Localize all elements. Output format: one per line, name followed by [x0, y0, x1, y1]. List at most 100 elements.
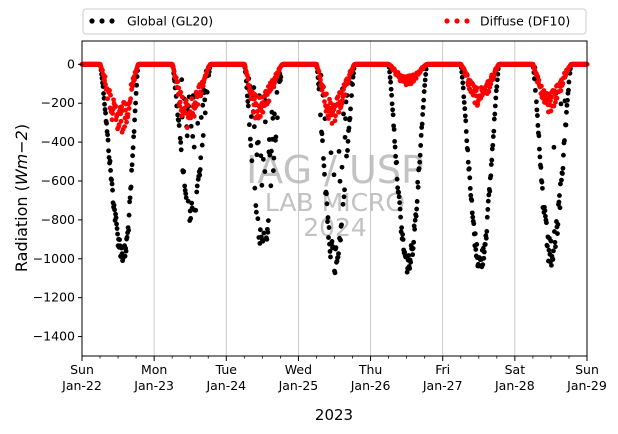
legend-marker-diffuse [444, 18, 470, 24]
data-point [474, 242, 480, 247]
data-point [345, 80, 351, 86]
data-point [202, 97, 208, 103]
data-point [348, 106, 353, 112]
data-point [388, 86, 394, 92]
watermark: IAG / USP LAB MICRO 2024 [246, 148, 424, 242]
data-point [345, 148, 350, 153]
data-point [204, 89, 210, 95]
data-point [265, 229, 271, 235]
data-point [102, 107, 108, 112]
data-point [482, 242, 488, 247]
data-point [178, 140, 184, 145]
data-point [325, 219, 330, 225]
data-point [494, 84, 500, 90]
data-point [257, 227, 263, 233]
data-point [255, 139, 261, 145]
data-point [123, 248, 129, 254]
data-point [200, 133, 206, 138]
data-point [421, 89, 427, 94]
data-point [413, 75, 419, 81]
y-tick-label: −200 [41, 95, 75, 110]
data-point [260, 238, 266, 244]
data-point [488, 162, 494, 167]
data-point [340, 97, 345, 103]
data-point [254, 152, 260, 158]
data-point [397, 206, 403, 212]
data-point [198, 90, 204, 96]
x-tick-day-label: Mon [141, 362, 167, 377]
data-point [546, 247, 552, 253]
data-point [178, 147, 184, 153]
data-point [467, 186, 473, 191]
data-point [329, 239, 335, 244]
data-point [418, 143, 424, 148]
data-point [184, 125, 190, 131]
data-point [487, 188, 493, 194]
data-point [346, 125, 352, 131]
data-point [539, 179, 545, 185]
data-point [336, 149, 342, 154]
data-point [539, 83, 544, 89]
data-point [491, 128, 497, 134]
data-point [326, 116, 331, 121]
data-point [475, 101, 481, 107]
data-point [264, 236, 270, 242]
data-point [339, 222, 344, 228]
data-point [416, 166, 422, 172]
data-point [128, 184, 134, 190]
data-point [183, 98, 189, 104]
data-point [392, 144, 398, 150]
data-point [394, 176, 400, 182]
x-tick-day-label: Tue [215, 362, 238, 377]
data-point [493, 95, 499, 101]
data-point [422, 83, 428, 88]
data-point [132, 108, 138, 114]
data-point [253, 209, 259, 215]
data-point [270, 168, 276, 174]
data-point [185, 102, 191, 108]
data-point [561, 152, 566, 158]
data-point [490, 134, 496, 139]
data-point [129, 162, 135, 168]
data-point [485, 198, 491, 204]
data-point [188, 123, 194, 129]
data-point [555, 231, 560, 237]
data-point [131, 134, 137, 140]
data-point [271, 84, 277, 90]
data-point [391, 123, 397, 129]
data-point [393, 153, 399, 159]
x-tick-date-label: Jan-27 [422, 378, 463, 393]
data-point [548, 108, 554, 114]
data-point [461, 100, 467, 105]
y-tick-label: −1200 [33, 290, 75, 305]
data-point [553, 99, 558, 105]
data-point [408, 259, 414, 265]
data-point [331, 172, 337, 178]
data-point [271, 155, 277, 161]
data-point [104, 120, 109, 126]
data-point [202, 110, 208, 116]
data-point [563, 122, 569, 128]
data-point [113, 103, 118, 109]
data-point [338, 237, 343, 243]
data-point [321, 156, 326, 161]
data-point [182, 183, 188, 189]
data-point [133, 100, 139, 106]
data-point [464, 72, 470, 78]
data-point [336, 109, 342, 115]
data-point [560, 81, 566, 86]
data-point [101, 91, 106, 96]
data-point [560, 171, 565, 176]
data-point [132, 77, 138, 82]
data-point [551, 103, 557, 109]
data-point [257, 114, 263, 119]
data-point [322, 116, 328, 122]
data-point [556, 199, 562, 205]
data-point [554, 95, 560, 101]
x-tick-day-label: Thu [358, 362, 382, 377]
data-points [79, 61, 590, 276]
data-point [468, 192, 474, 198]
data-point [333, 245, 339, 251]
data-point [266, 98, 272, 104]
data-point [557, 205, 563, 211]
